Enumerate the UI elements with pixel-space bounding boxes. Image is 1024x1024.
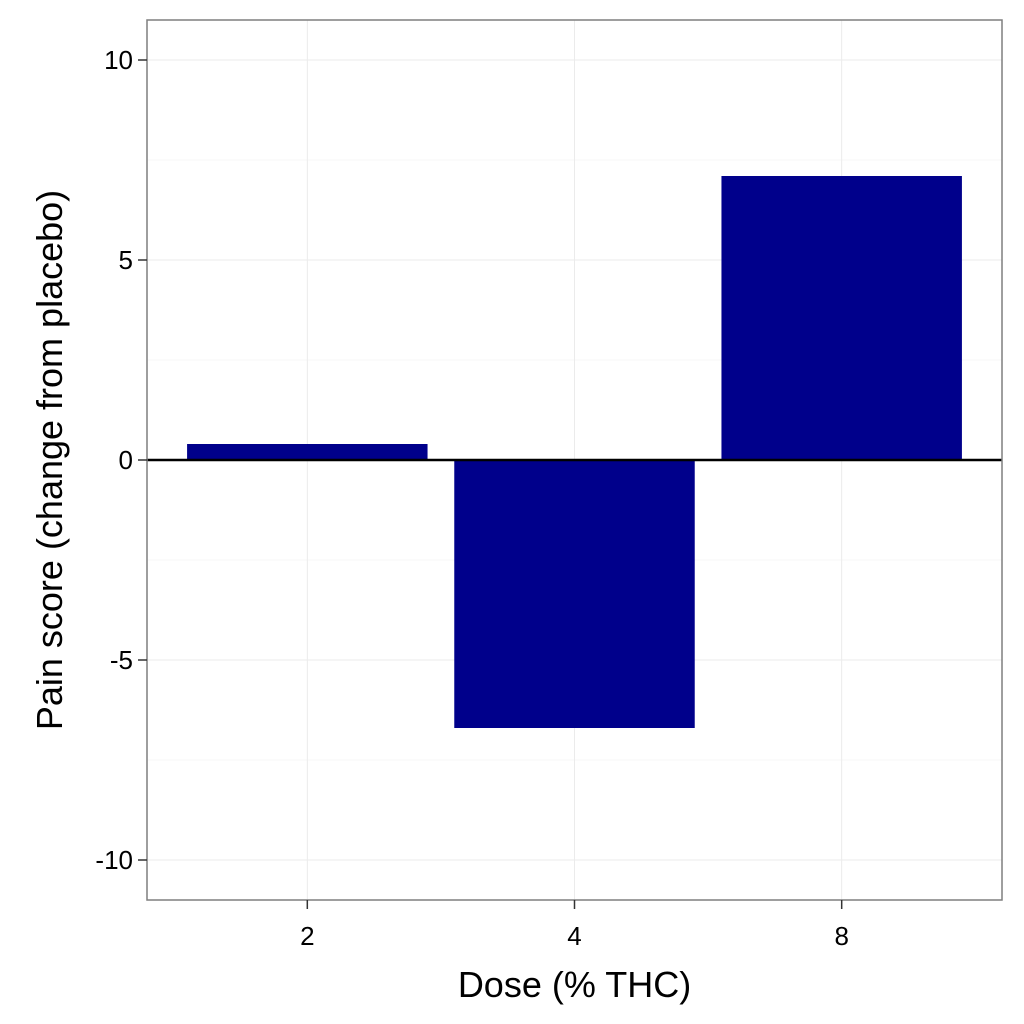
bar-dose-4 <box>454 460 695 728</box>
y-axis: -10 -5 0 5 10 <box>95 45 147 875</box>
bar-dose-2 <box>187 444 428 460</box>
x-tick-label: 4 <box>567 921 581 951</box>
y-tick-label: 5 <box>119 245 133 275</box>
bar-dose-8 <box>721 176 962 460</box>
x-axis: 2 4 8 <box>300 900 849 951</box>
bars <box>187 176 962 728</box>
x-axis-title: Dose (% THC) <box>458 964 691 1005</box>
x-tick-label: 8 <box>834 921 848 951</box>
x-tick-label: 2 <box>300 921 314 951</box>
y-tick-label: 10 <box>104 45 133 75</box>
y-tick-label: -5 <box>110 645 133 675</box>
y-tick-label: 0 <box>119 445 133 475</box>
y-axis-title: Pain score (change from placebo) <box>29 190 70 730</box>
y-tick-label: -10 <box>95 845 133 875</box>
